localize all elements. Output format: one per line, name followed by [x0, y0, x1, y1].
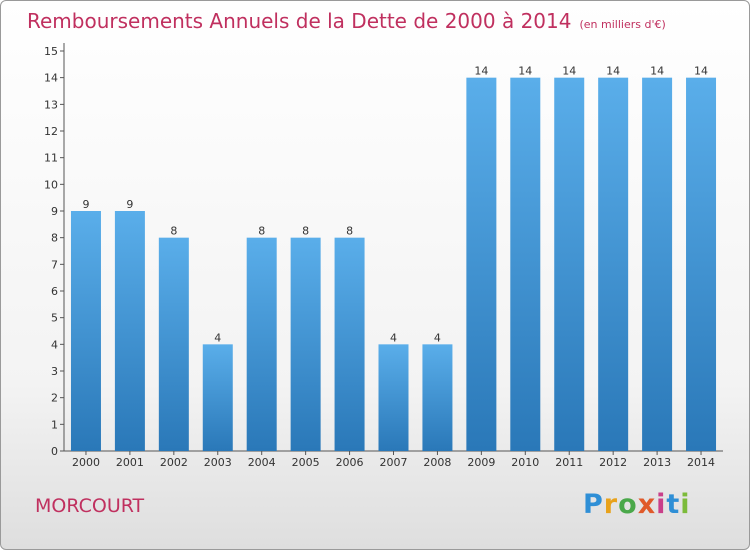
y-tick-label: 10	[44, 178, 58, 191]
x-tick-label: 2000	[72, 456, 100, 469]
y-tick-label: 14	[44, 72, 58, 85]
y-tick-label: 5	[51, 312, 58, 325]
x-tick-label: 2007	[380, 456, 408, 469]
x-tick-label: 2011	[555, 456, 583, 469]
data-label: 14	[694, 65, 708, 78]
data-label: 8	[170, 225, 177, 238]
x-tick-label: 2012	[599, 456, 627, 469]
bar	[202, 344, 233, 451]
data-label: 8	[302, 225, 309, 238]
x-tick-label: 2008	[423, 456, 451, 469]
bar	[70, 211, 101, 451]
y-tick-label: 3	[51, 365, 58, 378]
data-label: 8	[346, 225, 353, 238]
x-tick-label: 2004	[248, 456, 276, 469]
y-tick-label: 11	[44, 152, 58, 165]
bar	[114, 211, 145, 451]
y-tick-label: 2	[51, 392, 58, 405]
data-label: 9	[126, 198, 133, 211]
data-label: 14	[474, 65, 488, 78]
y-tick-label: 1	[51, 418, 58, 431]
bar	[466, 77, 497, 452]
data-label: 4	[434, 331, 441, 344]
x-tick-label: 2014	[687, 456, 715, 469]
bar	[510, 77, 541, 452]
data-label: 4	[214, 331, 221, 344]
x-tick-label: 2006	[336, 456, 364, 469]
x-tick-label: 2013	[643, 456, 671, 469]
title-text: Remboursements Annuels de la Dette de 20…	[27, 9, 572, 33]
bar	[642, 77, 673, 452]
bar	[334, 237, 365, 451]
y-tick-label: 6	[51, 285, 58, 298]
x-tick-label: 2005	[292, 456, 320, 469]
unit-label: (en milliers d'€)	[579, 18, 666, 31]
data-label: 14	[606, 65, 620, 78]
bar	[290, 237, 321, 451]
y-tick-label: 7	[51, 258, 58, 271]
chart-title: Remboursements Annuels de la Dette de 20…	[27, 9, 666, 33]
bar	[378, 344, 409, 451]
data-label: 4	[390, 331, 397, 344]
x-tick-label: 2002	[160, 456, 188, 469]
data-label: 14	[650, 65, 664, 78]
data-label: 14	[562, 65, 576, 78]
data-label: 14	[518, 65, 532, 78]
y-tick-label: 15	[44, 45, 58, 58]
x-tick-label: 2001	[116, 456, 144, 469]
proxiti-logo: Proxiti	[583, 489, 691, 520]
y-tick-label: 8	[51, 232, 58, 245]
y-tick-label: 9	[51, 205, 58, 218]
bar	[598, 77, 629, 452]
place-name: MORCOURT	[35, 495, 145, 517]
bar	[246, 237, 277, 451]
data-label: 8	[258, 225, 265, 238]
x-tick-label: 2009	[467, 456, 495, 469]
y-tick-label: 4	[51, 338, 58, 351]
y-tick-label: 13	[44, 98, 58, 111]
bar	[554, 77, 585, 452]
y-tick-label: 12	[44, 125, 58, 138]
bar	[158, 237, 189, 451]
y-tick-label: 0	[51, 445, 58, 458]
x-tick-label: 2010	[511, 456, 539, 469]
bar	[686, 77, 717, 452]
bar	[422, 344, 453, 451]
data-label: 9	[82, 198, 89, 211]
x-tick-label: 2003	[204, 456, 232, 469]
